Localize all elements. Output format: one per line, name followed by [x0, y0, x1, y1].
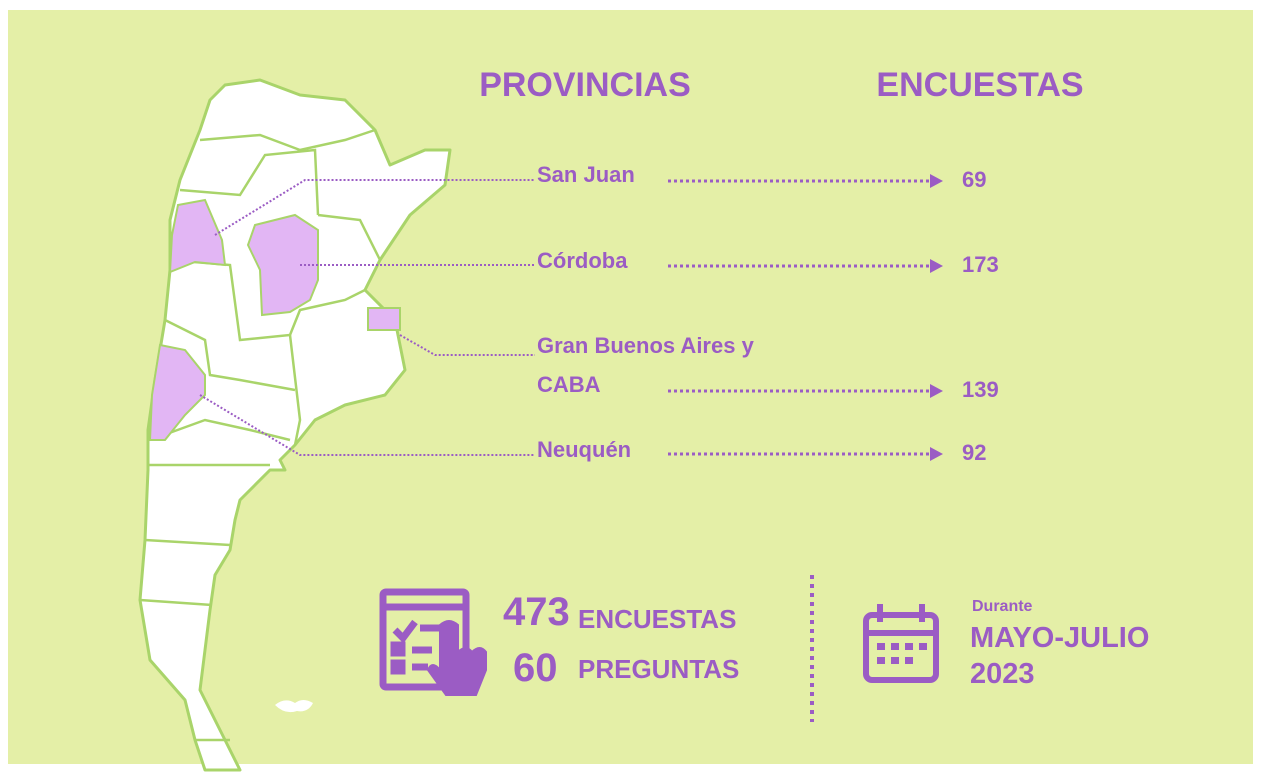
arrow-head [930, 447, 943, 461]
province-label: Neuquén [537, 437, 632, 462]
calendar-icon [863, 604, 939, 683]
arrow-head [930, 174, 943, 188]
province-borders [139, 128, 382, 742]
arrow-head [930, 384, 943, 398]
islands [275, 700, 313, 713]
highlighted-provinces [148, 198, 401, 441]
period-year: 2023 [970, 658, 1035, 690]
survey-count: 92 [962, 440, 987, 465]
arrow-head [930, 259, 943, 273]
surveys-header: ENCUESTAS [876, 66, 1084, 104]
questions-count: 60 [513, 646, 558, 690]
province-label: Gran Buenos Aires y CABA [537, 333, 754, 397]
province-label: Córdoba [537, 248, 628, 273]
period-prefix: Durante [972, 598, 1033, 615]
period-months: MAYO-JULIO [970, 622, 1150, 654]
questions-label: PREGUNTAS [578, 654, 740, 684]
surveys-label: ENCUESTAS [578, 604, 737, 634]
survey-count: 139 [962, 377, 999, 402]
survey-count: 69 [962, 167, 987, 192]
province-label: San Juan [537, 162, 635, 187]
surveys-count: 473 [503, 590, 570, 634]
survey-icon [379, 588, 487, 696]
leader-lines [199, 179, 535, 456]
survey-count: 173 [962, 252, 999, 277]
provinces-header: PROVINCIAS [479, 66, 691, 104]
